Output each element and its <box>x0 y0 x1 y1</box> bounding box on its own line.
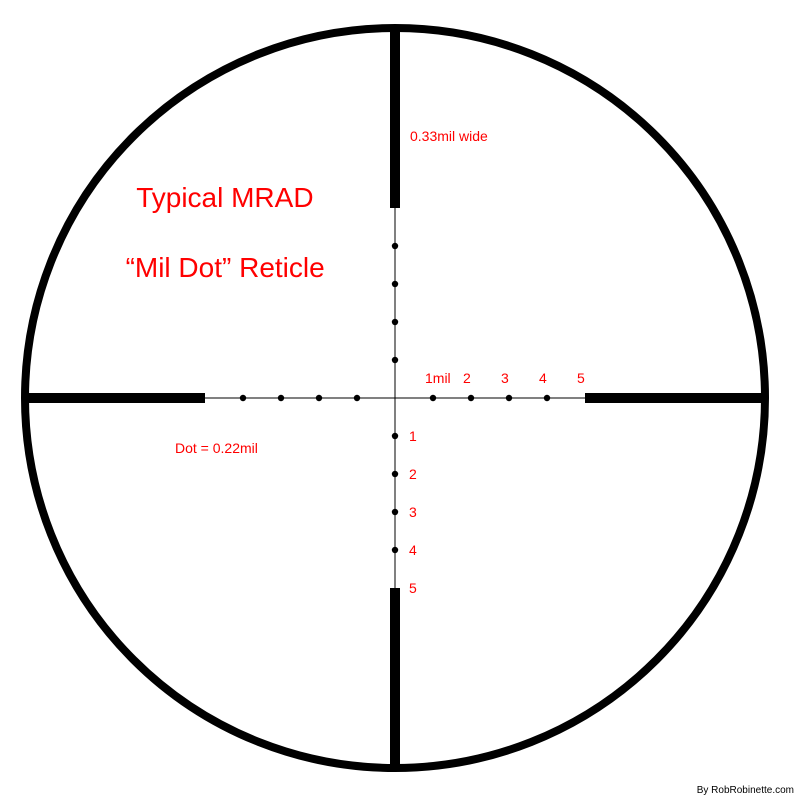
post-width-label: 0.33mil wide <box>410 128 488 144</box>
right-mil-5: 5 <box>577 370 585 386</box>
title-line2: “Mil Dot” Reticle <box>126 252 325 283</box>
down-mil-4: 4 <box>409 542 417 558</box>
reticle-diagram <box>0 0 800 800</box>
title-line1: Typical MRAD <box>136 182 313 213</box>
credit-text: By RobRobinette.com <box>697 785 794 796</box>
down-mil-3: 3 <box>409 504 417 520</box>
dot-size-label: Dot = 0.22mil <box>175 440 258 456</box>
right-mil-3: 3 <box>501 370 509 386</box>
right-mil-2: 2 <box>463 370 471 386</box>
right-mil-1: 1mil <box>425 370 451 386</box>
down-mil-1: 1 <box>409 428 417 444</box>
down-mil-2: 2 <box>409 466 417 482</box>
right-mil-4: 4 <box>539 370 547 386</box>
diagram-title: Typical MRAD “Mil Dot” Reticle <box>110 145 325 285</box>
down-mil-5: 5 <box>409 580 417 596</box>
